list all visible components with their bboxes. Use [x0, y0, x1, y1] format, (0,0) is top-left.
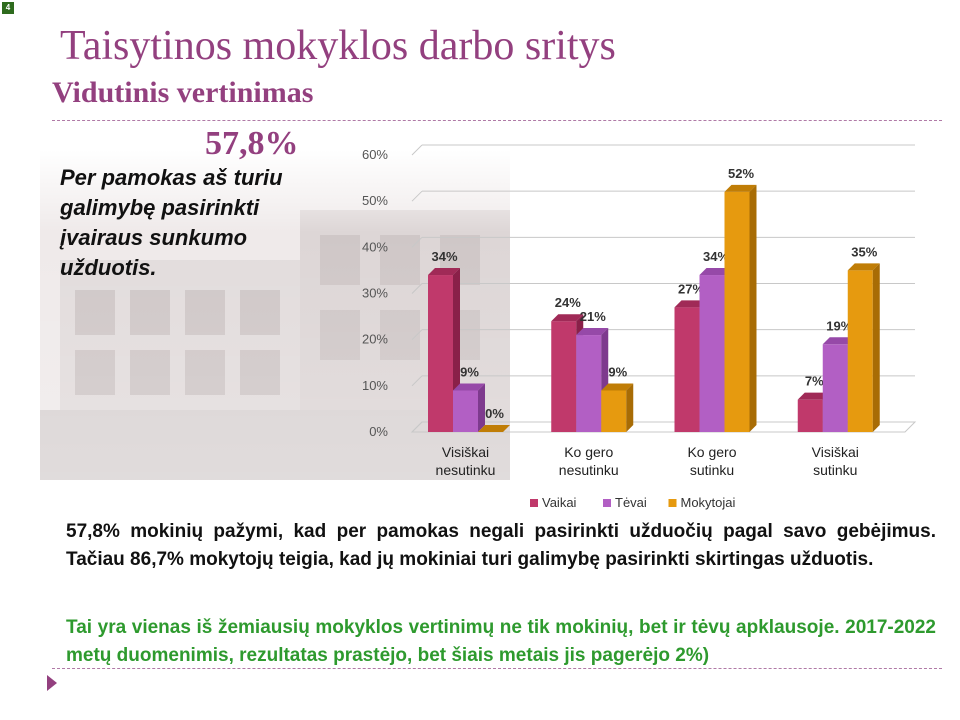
x-tick-label: nesutinku [559, 462, 619, 478]
legend-entry: Mokytojai [681, 495, 736, 510]
data-label: 7% [805, 374, 824, 389]
gridline-depth [411, 283, 423, 294]
bar-chart: 0% 10% 20% 30% 40% 50% 60% 34% 9% 0% Visiškai nesut… [362, 144, 917, 510]
bar-side [626, 383, 634, 432]
data-label: 21% [580, 309, 606, 324]
gridline-depth [411, 190, 423, 202]
x-tick-label: sutinku [813, 462, 857, 478]
bar [797, 399, 823, 432]
bar-side [872, 263, 880, 432]
data-label: 24% [555, 295, 581, 310]
bar [453, 390, 478, 432]
bar [576, 335, 602, 432]
bottom-divider [52, 668, 942, 669]
data-label: 52% [728, 166, 754, 181]
bar-top [478, 425, 510, 432]
x-tick-label: Ko gero [687, 444, 736, 460]
y-tick-label: 50% [362, 193, 388, 208]
gridline-depth [411, 236, 423, 248]
legend-entry: Tėvai [615, 495, 647, 510]
bar-top [453, 383, 485, 391]
arrow-icon [47, 675, 57, 691]
bar [699, 275, 725, 432]
bar [428, 275, 453, 432]
summary-paragraph: 57,8% mokinių pažymi, kad per pamokas ne… [66, 521, 936, 570]
bar [674, 307, 700, 432]
bar-top [724, 184, 757, 192]
bar-top [822, 337, 855, 345]
bar-top [551, 314, 584, 322]
trend-paragraph: Tai yra vienas iš žemiausių mokyklos ver… [66, 617, 936, 666]
gridline-depth [411, 144, 423, 156]
bar [551, 321, 577, 432]
data-label: 19% [826, 318, 852, 333]
data-label: 34% [431, 249, 457, 264]
bar [822, 344, 848, 432]
gridline-depth [411, 375, 423, 387]
x-tick-label: nesutinku [436, 462, 496, 478]
bar-top [699, 268, 732, 276]
bar [724, 191, 750, 432]
y-tick-label: 40% [362, 239, 388, 254]
data-label: 34% [703, 249, 729, 264]
slide-number: 4 [2, 2, 14, 14]
data-label: 0% [485, 406, 504, 421]
bar-top [674, 300, 707, 308]
legend-swatch [530, 499, 538, 507]
data-label: 27% [678, 281, 704, 296]
y-tick-label: 0% [369, 424, 388, 439]
data-label: 35% [851, 244, 877, 259]
bar-top [797, 392, 830, 400]
y-tick-label: 60% [362, 147, 388, 162]
bar [847, 270, 873, 432]
page-title: Taisytinos mokyklos darbo sritys [60, 23, 616, 69]
x-tick-label: Ko gero [564, 444, 613, 460]
y-tick-label: 10% [362, 378, 388, 393]
bar-top [601, 383, 634, 391]
x-tick-label: Visiškai [442, 444, 489, 460]
bar-top [847, 263, 880, 271]
y-tick-label: 30% [362, 286, 388, 301]
legend-swatch [668, 499, 677, 507]
top-divider [52, 120, 942, 121]
bar-top [428, 268, 460, 276]
bar-side [478, 383, 485, 432]
bar-side [749, 184, 757, 432]
legend-entry: Vaikai [542, 495, 577, 510]
bar [601, 390, 627, 432]
legend-swatch [603, 499, 611, 507]
survey-statement: Per pamokas aš turiu galimybę pasirinkti… [60, 165, 283, 280]
data-label: 9% [608, 364, 627, 379]
x-tick-label: sutinku [690, 462, 734, 478]
average-value: 57,8% [205, 125, 299, 162]
y-tick-label: 20% [362, 332, 388, 347]
bar-top [576, 328, 609, 336]
data-label: 9% [460, 364, 479, 379]
gridline-depth [411, 329, 423, 341]
page-subtitle: Vidutinis vertinimas [52, 76, 314, 109]
x-tick-label: Visiškai [812, 444, 859, 460]
